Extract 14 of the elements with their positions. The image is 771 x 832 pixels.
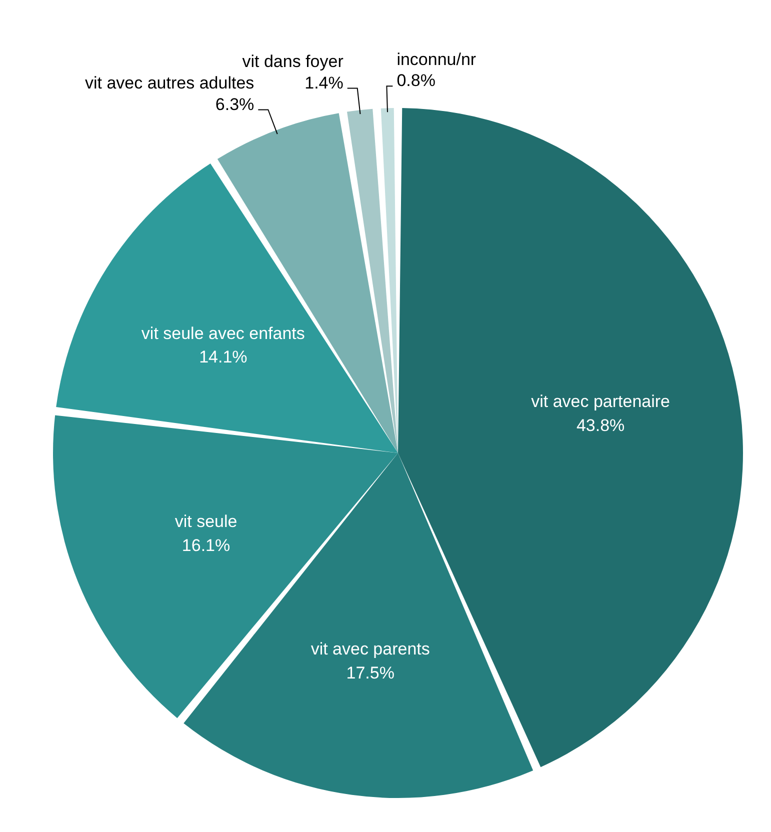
slice-label: vit avec parents — [310, 640, 430, 659]
slice-label: vit seule avec enfants — [141, 324, 305, 343]
slice-label: inconnu/nr — [396, 50, 476, 69]
data-label: 17.5% — [346, 664, 394, 683]
data-label: 16.1% — [182, 536, 230, 555]
slice-label: vit seule — [174, 512, 238, 532]
slice-label: vit dans foyer — [242, 52, 344, 72]
slice-label: vit avec partenaire — [531, 392, 670, 412]
data-label: 0.8% — [396, 71, 436, 90]
slice-label: vit avec autres adultes — [84, 73, 254, 92]
data-label: 43.8% — [576, 416, 625, 435]
data-label: 6.3% — [215, 94, 254, 114]
data-label: 14.1% — [199, 348, 248, 367]
data-label: 1.4% — [304, 73, 344, 92]
